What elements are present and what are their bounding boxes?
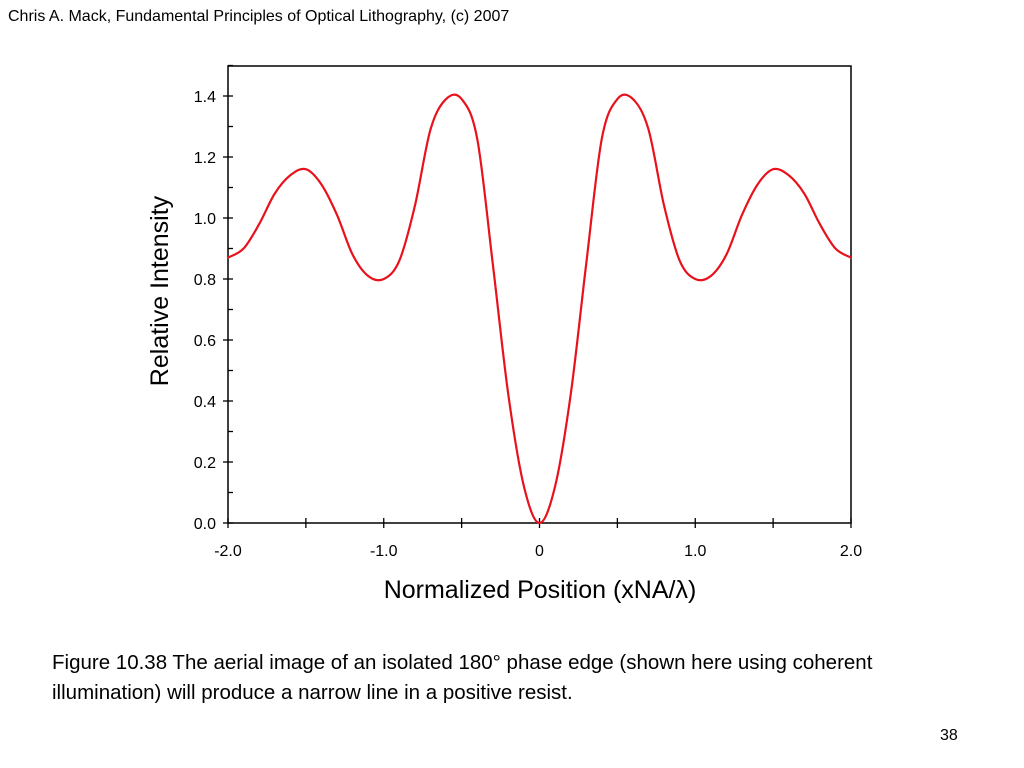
y-tick-label: 0.4 — [194, 394, 216, 411]
y-tick-label: 1.0 — [194, 211, 216, 228]
page-number: 38 — [940, 727, 958, 744]
figure-caption: Figure 10.38 The aerial image of an isol… — [52, 651, 873, 704]
y-tick-label: 1.4 — [194, 89, 216, 106]
y-axis-ticks: 0.0 0.2 0.4 0.6 0.8 1.0 1.2 1.4 — [194, 64, 233, 533]
x-tick-label: 2.0 — [840, 543, 862, 560]
plot-frame — [227, 65, 852, 524]
y-tick-label: 0.0 — [194, 516, 216, 533]
series-line — [226, 93, 853, 525]
y-tick-label: 1.2 — [194, 150, 216, 167]
x-tick-label: 1.0 — [684, 543, 706, 560]
x-tick-label: -1.0 — [370, 543, 398, 560]
y-tick-label: 0.2 — [194, 455, 216, 472]
x-axis-title: Normalized Position (xNA/λ) — [384, 576, 697, 604]
x-axis-ticks: -2.0 -1.0 0 1.0 2.0 — [214, 518, 862, 560]
x-tick-label: 0 — [535, 543, 544, 560]
header-citation: Chris A. Mack, Fundamental Principles of… — [8, 8, 510, 25]
y-tick-label: 0.8 — [194, 272, 216, 289]
y-axis-title: Relative Intensity — [146, 195, 174, 386]
x-tick-label: -2.0 — [214, 543, 242, 560]
y-tick-label: 0.6 — [194, 333, 216, 350]
chart: 0.0 0.2 0.4 0.6 0.8 1.0 1.2 1.4 -2.0 -1.0 0 1.0 2.0… — [146, 64, 862, 604]
